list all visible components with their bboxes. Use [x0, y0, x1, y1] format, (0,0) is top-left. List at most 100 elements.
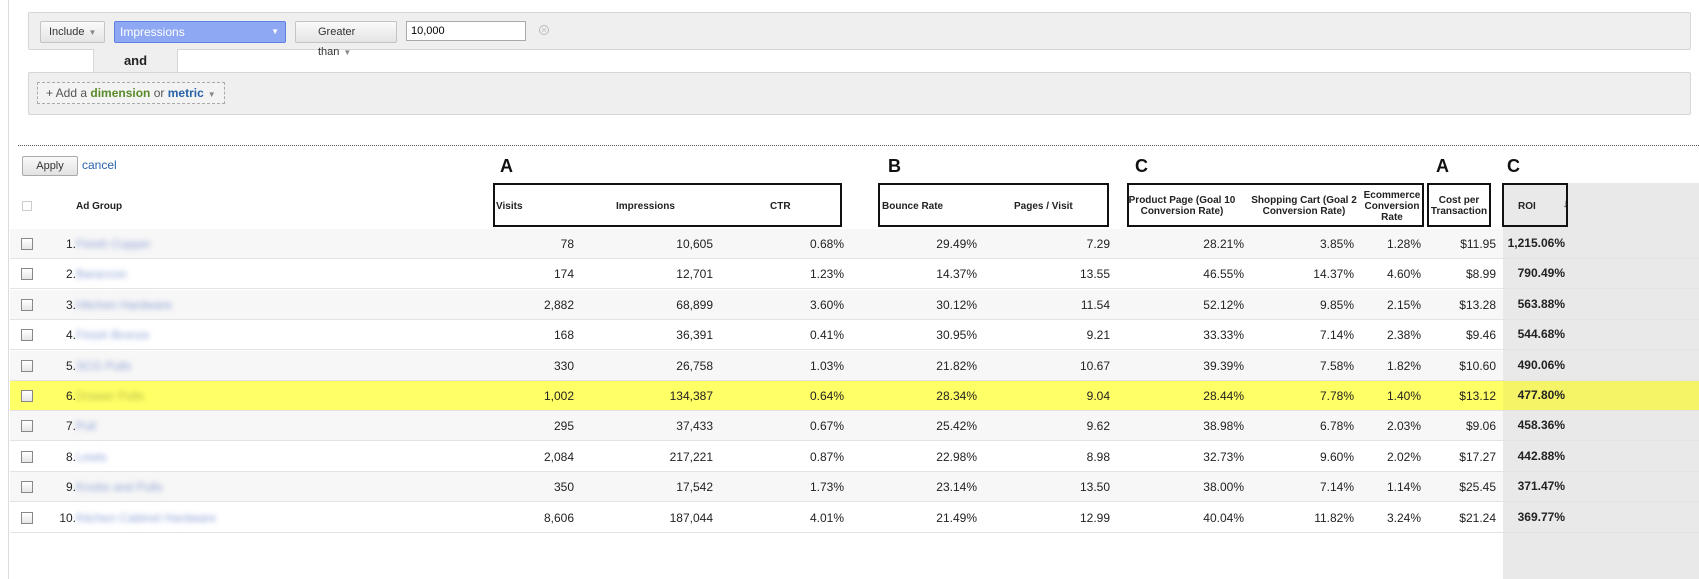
- include-dropdown[interactable]: Include ▼: [40, 21, 106, 43]
- group-label-c: C: [1507, 156, 1520, 176]
- filter-value-input[interactable]: [406, 21, 526, 41]
- cell-product: 33.33%: [1203, 328, 1244, 343]
- cell-cart: 9.85%: [1319, 297, 1354, 312]
- table-row[interactable]: 4. Finish Bronze 168 36,391 0.41% 30.95% 9.21 3…: [10, 320, 1699, 351]
- col-ecommerce-conversion[interactable]: Ecommerce Conversion Rate: [1363, 189, 1421, 223]
- cell-impressions: 12,701: [676, 267, 713, 282]
- table-row[interactable]: 7. Pull 295 37,433 0.67% 25.42% 9.62 38.98% 6.78…: [10, 411, 1699, 442]
- select-all-checkbox[interactable]: [22, 201, 32, 211]
- row-checkbox[interactable]: [21, 329, 33, 342]
- row-checkbox[interactable]: [21, 481, 33, 494]
- row-checkbox[interactable]: [21, 359, 33, 372]
- add-dimension-or-metric-button[interactable]: + Add a dimension or metric ▼: [37, 82, 225, 104]
- cell-cost: $8.99: [1465, 267, 1496, 282]
- cell-cost: $17.27: [1459, 449, 1496, 464]
- cell-pages: 13.50: [1079, 480, 1110, 495]
- cell-visits: 295: [553, 419, 574, 434]
- ad-group-link[interactable]: Hitchen Hardware: [76, 297, 173, 312]
- add-metric-word: metric: [167, 86, 204, 100]
- table-row[interactable]: 9. Knobs and Pulls 350 17,542 1.73% 23.14% 13.…: [10, 472, 1699, 503]
- row-index: 7.: [65, 419, 76, 434]
- apply-button[interactable]: Apply: [22, 156, 78, 176]
- remove-filter-icon[interactable]: ×: [539, 25, 549, 35]
- cell-cost: $9.46: [1465, 328, 1496, 343]
- cell-product: 32.73%: [1203, 449, 1244, 464]
- cell-roi: 563.88%: [1503, 289, 1699, 319]
- cell-pages: 12.99: [1079, 510, 1110, 525]
- ad-group-link[interactable]: SCG Pulls: [76, 358, 132, 373]
- roi-value: 371.47%: [1517, 479, 1565, 494]
- cell-ecom: 2.02%: [1386, 449, 1421, 464]
- section-divider: [18, 145, 1699, 146]
- row-checkbox[interactable]: [21, 238, 33, 250]
- table-row[interactable]: 1. Finish Copper 78 10,605 0.68% 29.49% 7.29 28…: [10, 229, 1699, 259]
- table-row[interactable]: 5. SCG Pulls 330 26,758 1.03% 21.82% 10.67 39.3…: [10, 350, 1699, 381]
- cell-cart: 7.14%: [1319, 480, 1354, 495]
- cell-roi: 477.80%: [1503, 381, 1699, 410]
- table-row[interactable]: 6. Drawer Pulls 1,002 134,387 0.64% 28.34% 9.0…: [10, 381, 1699, 411]
- col-cost-per-transaction[interactable]: Cost per Transaction: [1430, 195, 1488, 217]
- cell-impressions: 187,044: [669, 510, 713, 525]
- cell-visits: 8,606: [543, 510, 574, 525]
- ad-group-link[interactable]: Baraccon: [76, 267, 127, 282]
- roi-value: 563.88%: [1517, 296, 1565, 311]
- cell-cart: 14.37%: [1313, 267, 1354, 282]
- cell-cart: 11.82%: [1314, 510, 1354, 525]
- cell-bounce: 21.82%: [936, 358, 977, 373]
- col-product-page[interactable]: Product Page (Goal 10 Conversion Rate): [1128, 195, 1236, 217]
- cell-ecom: 2.03%: [1386, 419, 1421, 434]
- cell-cart: 7.58%: [1319, 358, 1354, 373]
- row-checkbox[interactable]: [21, 511, 33, 524]
- cell-product: 28.44%: [1203, 389, 1244, 403]
- cell-cost: $25.45: [1459, 480, 1496, 495]
- col-ad-group[interactable]: Ad Group: [76, 200, 123, 212]
- ad-group-link[interactable]: Drawer Pulls: [76, 389, 145, 403]
- cell-cost: $13.28: [1459, 297, 1496, 312]
- ad-group-link[interactable]: Finish Bronze: [76, 328, 150, 343]
- row-checkbox[interactable]: [21, 268, 33, 281]
- add-or-word: or: [150, 86, 168, 100]
- row-checkbox[interactable]: [21, 420, 33, 433]
- ad-group-link[interactable]: Pull: [76, 419, 97, 434]
- cancel-link[interactable]: cancel: [82, 158, 117, 172]
- ad-group-link[interactable]: Kitchen Cabinet Hardware: [76, 510, 216, 525]
- dimension-dropdown[interactable]: Impressions ▼: [114, 21, 286, 43]
- col-impressions[interactable]: Impressions: [616, 200, 675, 212]
- col-shopping-cart[interactable]: Shopping Cart (Goal 2 Conversion Rate): [1251, 195, 1357, 217]
- ad-group-link[interactable]: Knobs and Pulls: [76, 480, 163, 495]
- operator-label: Greater than: [318, 26, 356, 58]
- row-checkbox[interactable]: [21, 450, 33, 463]
- row-checkbox[interactable]: [21, 298, 33, 311]
- cell-cost: $9.06: [1465, 419, 1496, 434]
- cell-bounce: 29.49%: [936, 237, 977, 251]
- ad-group-link[interactable]: Finish Copper: [76, 237, 151, 251]
- row-index: 1.: [65, 237, 76, 251]
- col-pages-visit[interactable]: Pages / Visit: [1014, 200, 1073, 212]
- cell-bounce: 21.49%: [936, 510, 977, 525]
- group-box-c2: [1502, 183, 1568, 227]
- left-border: [8, 0, 9, 579]
- operator-dropdown[interactable]: Greater than ▼: [295, 21, 397, 58]
- row-index: 10.: [59, 510, 76, 525]
- table-row[interactable]: 8. Lewis 2,084 217,221 0.87% 22.98% 8.98 32.73%…: [10, 441, 1699, 472]
- row-checkbox[interactable]: [21, 390, 33, 402]
- cell-cart: 6.78%: [1319, 419, 1354, 434]
- cell-bounce: 28.34%: [936, 389, 977, 403]
- group-label-b: B: [888, 156, 901, 176]
- roi-value: 442.88%: [1517, 448, 1565, 463]
- ad-group-link[interactable]: Lewis: [76, 449, 107, 464]
- chevron-down-icon: ▼: [271, 27, 279, 36]
- chevron-down-icon: ▼: [343, 48, 352, 57]
- col-ctr[interactable]: CTR: [770, 200, 791, 212]
- col-roi[interactable]: ROI ↓: [1518, 183, 1578, 229]
- table-row[interactable]: 3. Hitchen Hardware 2,882 68,899 3.60% 30.12%…: [10, 289, 1699, 320]
- cell-cost: $13.12: [1459, 389, 1496, 403]
- col-bounce-rate[interactable]: Bounce Rate: [882, 200, 944, 212]
- table-row[interactable]: 10. Kitchen Cabinet Hardware 8,606 187,044 4…: [10, 502, 1699, 533]
- col-visits[interactable]: Visits: [496, 200, 523, 212]
- group-label-c: C: [1135, 156, 1148, 176]
- table-row[interactable]: 2. Baraccon 174 12,701 1.23% 14.37% 13.55 46.55…: [10, 259, 1699, 290]
- cell-ecom: 2.38%: [1386, 328, 1421, 343]
- cell-roi: 1,215.06%: [1503, 229, 1699, 258]
- cell-impressions: 36,391: [676, 328, 713, 343]
